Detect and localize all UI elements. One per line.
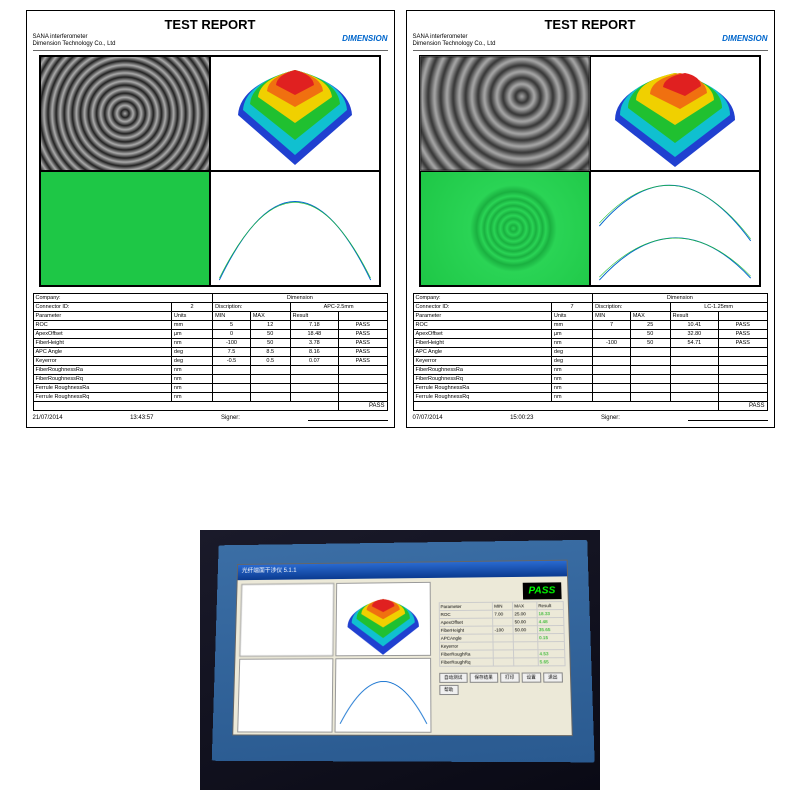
header-line1: SANA interferometer [413, 34, 496, 41]
surface-3d-plot [590, 56, 760, 171]
quad-panel [39, 55, 381, 287]
action-button[interactable]: 自动测试 [439, 673, 467, 683]
action-button[interactable]: 退出 [543, 672, 563, 682]
report-title: TEST REPORT [413, 17, 768, 32]
profile-plot [590, 171, 760, 286]
action-button[interactable]: 设置 [521, 672, 541, 682]
header-line2: Dimension Technology Co., Ltd [413, 41, 496, 48]
report-footer: 21/07/2014 13:43:57 Signer: [33, 415, 388, 421]
action-button[interactable]: 保存结果 [469, 673, 498, 683]
header-line2: Dimension Technology Co., Ltd [33, 41, 116, 48]
surface-3d-plot [210, 56, 380, 171]
parameters-table: Company: Dimension Connector ID: 2 Discr… [33, 293, 388, 411]
button-row: 自动测试保存结果打印设置退出帮助 [439, 672, 566, 695]
surface-3d-live [335, 582, 431, 656]
monitor-photo: 光纤端面干涉仪 5.1.1 [200, 530, 600, 790]
quad-view [233, 578, 435, 737]
endface-image [40, 171, 210, 286]
desktop-screen: 光纤端面干涉仪 5.1.1 [212, 540, 595, 762]
parameters-table: Company: Dimension Connector ID: 7 Discr… [413, 293, 768, 411]
action-button[interactable]: 打印 [500, 673, 520, 683]
quad-panel [419, 55, 761, 287]
live-params-table: ParameterMINMAXResultROC7.0025.0018.33Ap… [438, 601, 565, 667]
report-header: SANA interferometer Dimension Technology… [33, 34, 388, 51]
report-title: TEST REPORT [33, 17, 388, 32]
profile-plot [210, 171, 380, 286]
interferogram-image [420, 56, 590, 171]
pass-indicator: PASS [522, 582, 561, 599]
report-header: SANA interferometer Dimension Technology… [413, 34, 768, 51]
application-window[interactable]: 光纤端面干涉仪 5.1.1 [232, 560, 573, 736]
results-panel: PASS ParameterMINMAXResultROC7.0025.0018… [434, 576, 571, 737]
interferogram-image [40, 56, 210, 171]
endface-live [237, 658, 333, 733]
endface-image [420, 171, 590, 286]
test-report-left: TEST REPORT SANA interferometer Dimensio… [26, 10, 395, 428]
profile-live [334, 657, 431, 732]
action-button[interactable]: 帮助 [439, 685, 458, 695]
interferogram-live [239, 583, 334, 656]
report-footer: 07/07/2014 15:00:23 Signer: [413, 415, 768, 421]
dimension-logo: DIMENSION [342, 34, 387, 48]
dimension-logo: DIMENSION [722, 34, 767, 48]
test-report-right: TEST REPORT SANA interferometer Dimensio… [406, 10, 775, 428]
header-line1: SANA interferometer [33, 34, 116, 41]
